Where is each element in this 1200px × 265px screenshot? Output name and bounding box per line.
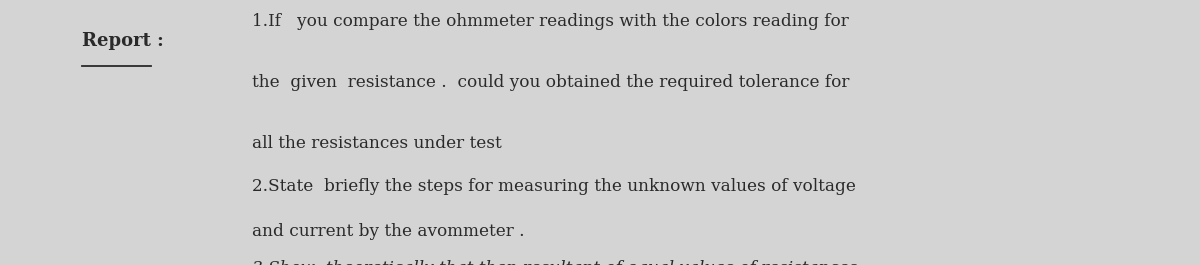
Text: Report :: Report :: [82, 32, 163, 50]
Text: and current by the avommeter .: and current by the avommeter .: [252, 223, 524, 240]
Text: all the resistances under test: all the resistances under test: [252, 135, 502, 152]
Text: 2.State  briefly the steps for measuring the unknown values of voltage: 2.State briefly the steps for measuring …: [252, 178, 856, 195]
Text: the  given  resistance .  could you obtained the required tolerance for: the given resistance . could you obtaine…: [252, 74, 850, 91]
Text: 3.Show  theoretically that then resultant of equal values of resistances: 3.Show theoretically that then resultant…: [252, 260, 858, 265]
Text: 1.If   you compare the ohmmeter readings with the colors reading for: 1.If you compare the ohmmeter readings w…: [252, 13, 848, 30]
